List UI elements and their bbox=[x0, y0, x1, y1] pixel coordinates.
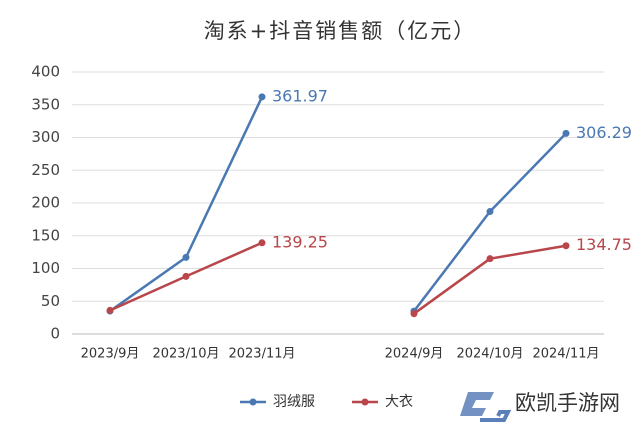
legend-label: 羽绒服 bbox=[273, 394, 315, 410]
x-tick-label: 2023/9月 bbox=[81, 347, 140, 362]
y-tick-label: 300 bbox=[31, 128, 60, 146]
data-point bbox=[258, 93, 266, 101]
data-point bbox=[486, 208, 494, 216]
legend-marker bbox=[249, 398, 257, 406]
y-tick-label: 100 bbox=[31, 259, 60, 277]
x-tick-label: 2024/10月 bbox=[456, 347, 523, 362]
y-tick-label: 150 bbox=[31, 226, 60, 244]
y-tick-label: 50 bbox=[41, 292, 60, 310]
watermark-logo bbox=[460, 392, 512, 422]
data-point bbox=[562, 242, 570, 250]
data-label: 139.25 bbox=[272, 232, 328, 251]
data-point bbox=[486, 255, 494, 263]
data-label: 306.29 bbox=[576, 123, 632, 142]
data-point bbox=[182, 272, 190, 280]
y-tick-label: 350 bbox=[31, 95, 60, 113]
y-tick-label: 400 bbox=[31, 63, 60, 81]
y-tick-label: 0 bbox=[50, 325, 60, 343]
data-point bbox=[562, 129, 570, 137]
x-tick-label: 2024/11月 bbox=[532, 347, 599, 362]
data-point bbox=[106, 306, 114, 314]
legend-label: 大衣 bbox=[385, 394, 413, 410]
data-point bbox=[182, 253, 190, 261]
x-tick-label: 2024/9月 bbox=[385, 347, 444, 362]
chart-title: 淘系+抖音销售额（亿元） bbox=[204, 19, 477, 43]
data-label: 361.97 bbox=[272, 86, 328, 105]
watermark: 欧凯手游网 bbox=[515, 391, 620, 415]
y-tick-label: 200 bbox=[31, 194, 60, 212]
series-line bbox=[109, 241, 567, 315]
y-tick-label: 250 bbox=[31, 161, 60, 179]
x-tick-label: 2023/11月 bbox=[228, 347, 295, 362]
legend-marker bbox=[361, 398, 369, 406]
x-tick-label: 2023/10月 bbox=[152, 347, 219, 362]
data-point bbox=[410, 310, 418, 318]
data-point bbox=[258, 239, 266, 247]
data-label: 134.75 bbox=[576, 235, 632, 254]
